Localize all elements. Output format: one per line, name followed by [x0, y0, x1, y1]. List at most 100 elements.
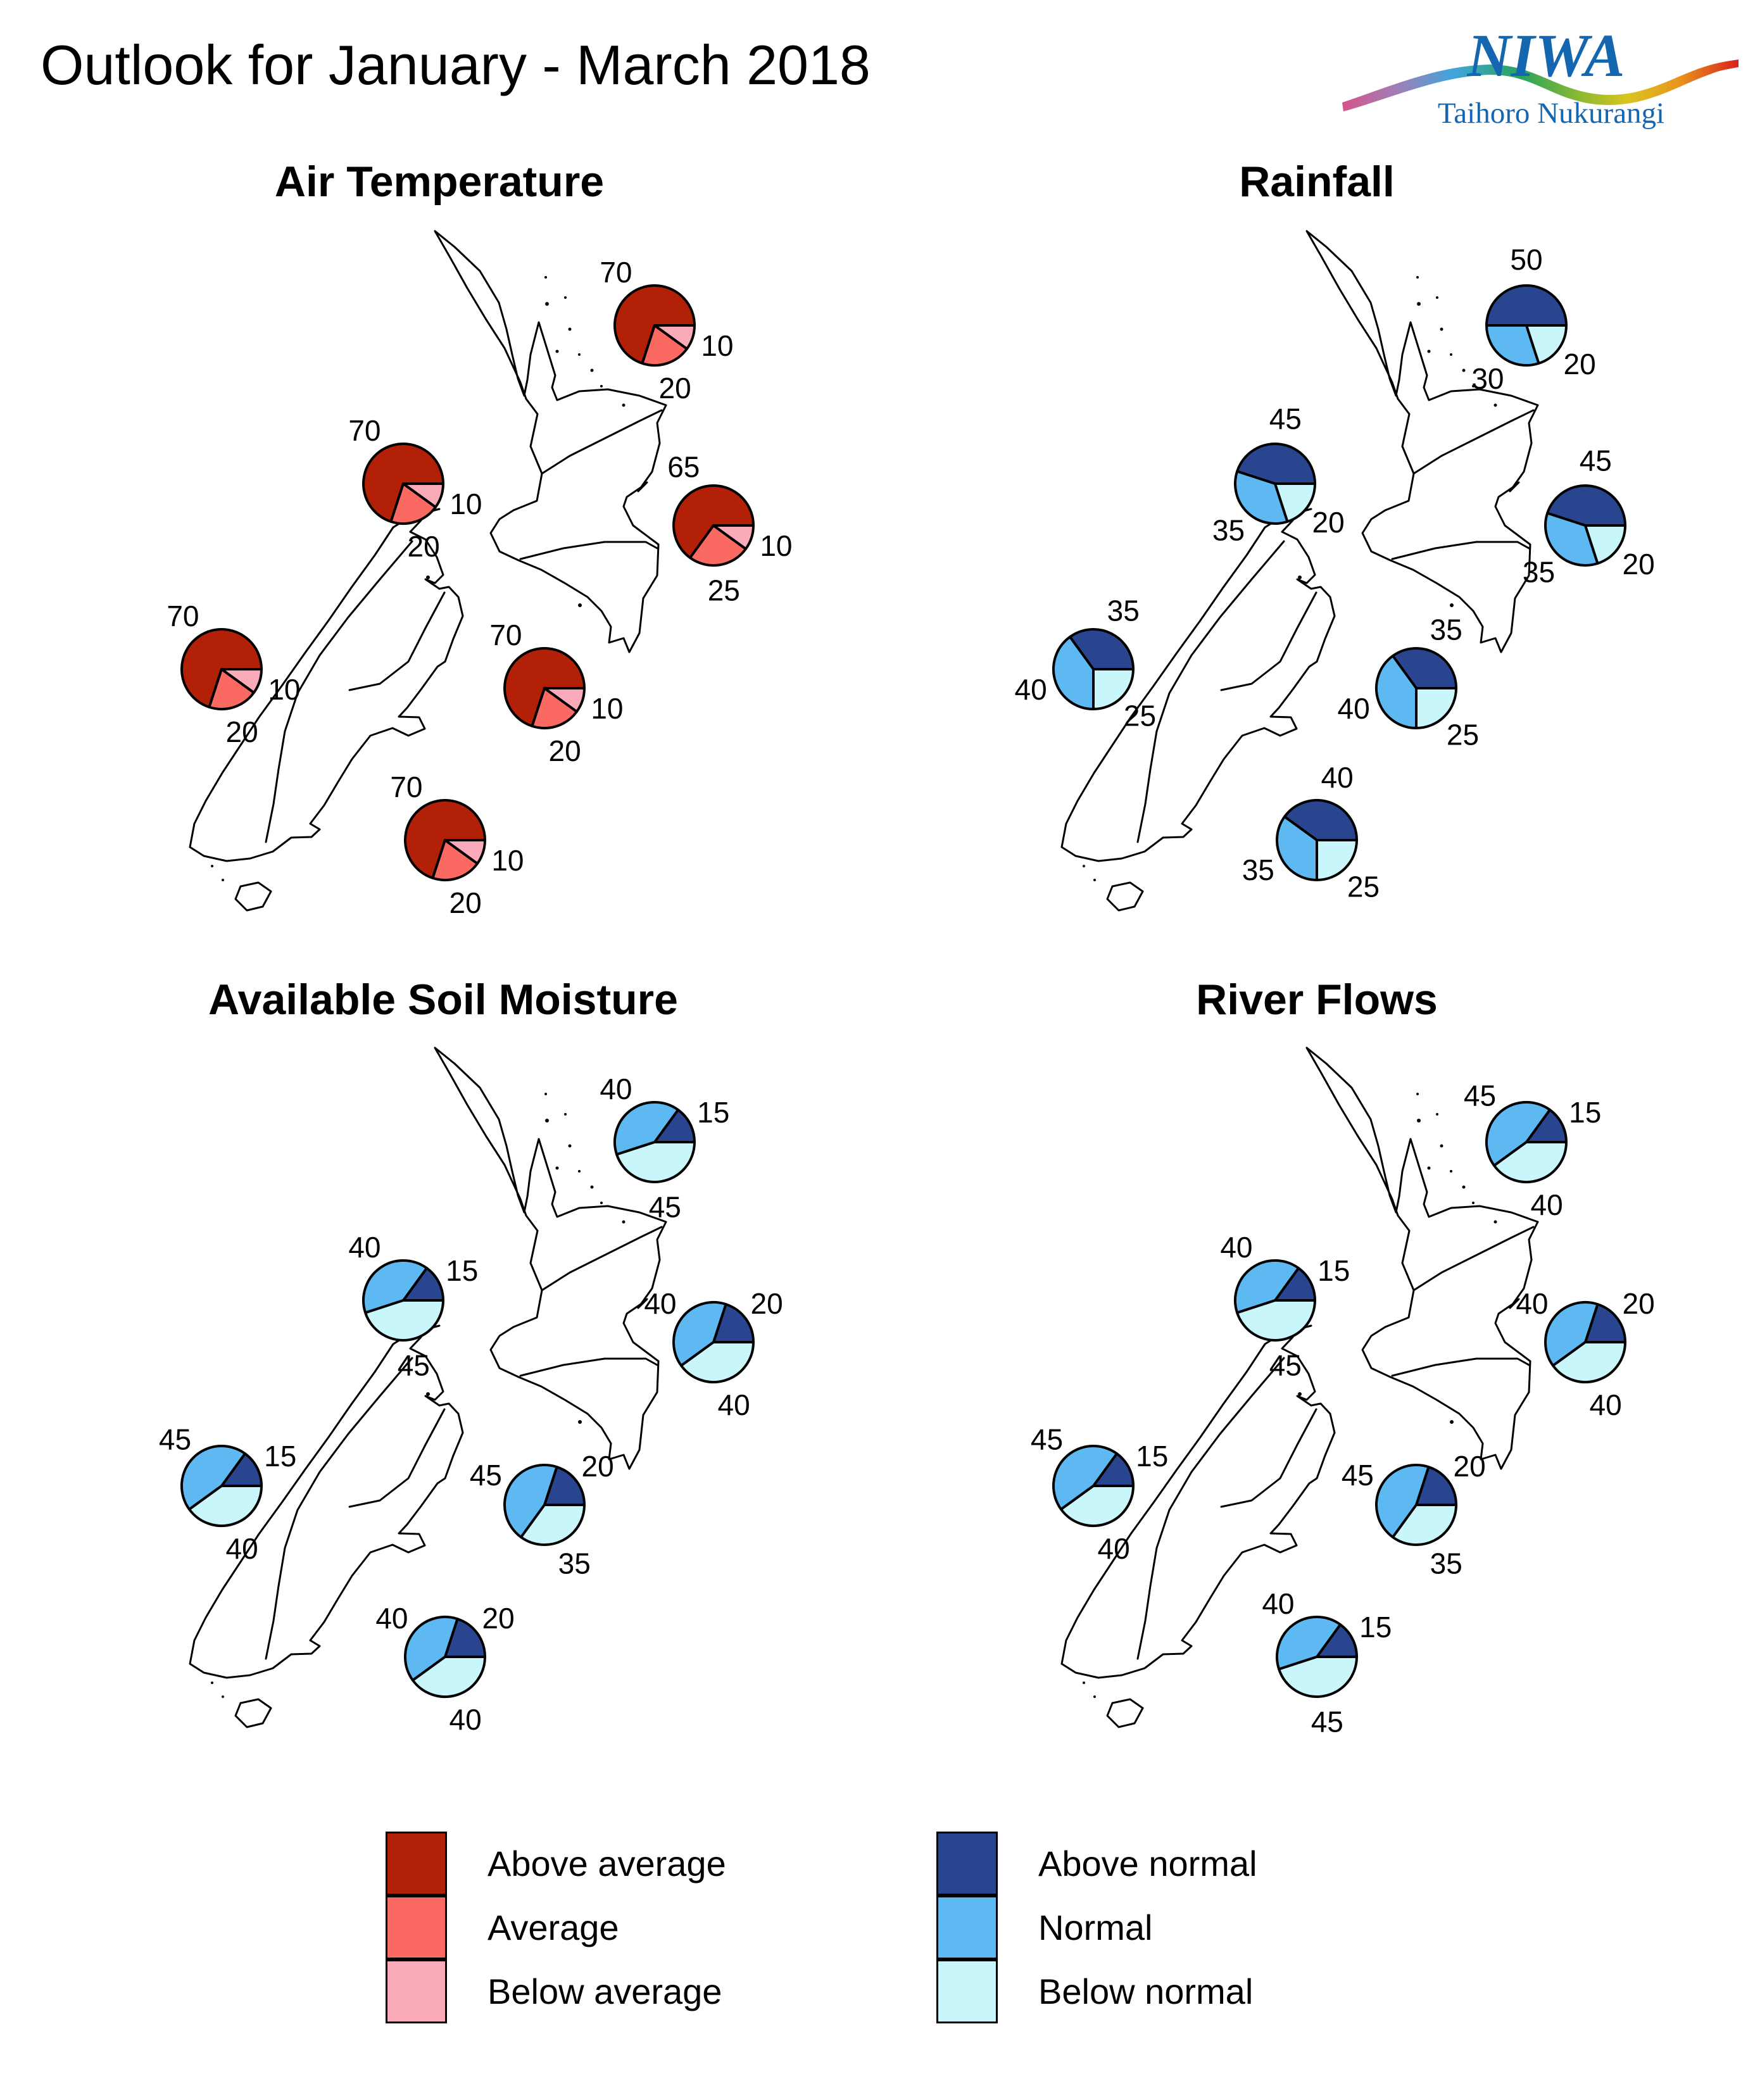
- pie-value-label: 40: [1220, 1231, 1252, 1264]
- pie-value-label: 40: [348, 1231, 380, 1264]
- pie-north: 15 45 40: [1464, 1079, 1601, 1221]
- pie-value-label: 40: [1262, 1587, 1294, 1620]
- region-boundary-line: [265, 1357, 413, 1660]
- stewart-island-outline: [234, 881, 272, 912]
- region-boundary-line: [519, 1357, 658, 1377]
- pie-value-label: 40: [375, 1602, 408, 1635]
- small-island-dot: [590, 368, 594, 372]
- legend-label: Below average: [487, 1971, 722, 2011]
- pie-slice-below-normal: [1236, 1299, 1316, 1342]
- pie-east_ni: 20 40 40: [1516, 1287, 1654, 1421]
- pie-slice-average: [689, 524, 747, 567]
- small-island-dot: [1298, 575, 1302, 579]
- pie-slice-normal: [180, 1444, 246, 1511]
- pie-value-label: 45: [649, 1191, 681, 1224]
- pie-value-label: 35: [558, 1547, 591, 1580]
- pie-value-label: 40: [226, 1532, 258, 1565]
- south-island-outline: [189, 1324, 464, 1679]
- map-panel-air-temperature: 70 20 10 70 20 10 65 25 10 70 20 10 70 20 10 70 20 10: [167, 230, 792, 919]
- pie-value-label: 15: [264, 1440, 296, 1473]
- panel-title-soil-moisture: Available Soil Moisture: [208, 976, 678, 1024]
- pie-slice-average: [641, 324, 688, 367]
- pie-value-label: 10: [268, 673, 300, 706]
- legend-swatch-below-normal: [936, 1959, 998, 2023]
- small-island-dot: [1093, 1695, 1096, 1698]
- small-island-dot: [211, 865, 213, 867]
- pie-slice-normal: [1234, 1259, 1300, 1314]
- pie-slice-average: [208, 668, 255, 710]
- pie-value-label: 40: [600, 1072, 632, 1105]
- pie-slice-normal: [613, 1100, 679, 1156]
- south-island-outline: [1060, 1324, 1336, 1679]
- small-island-dot: [1440, 327, 1443, 331]
- small-island-dot: [600, 1202, 603, 1204]
- pie-slice-above-normal: [1392, 646, 1457, 689]
- small-island-dot: [1493, 1220, 1497, 1224]
- small-island-dot: [1298, 1392, 1302, 1396]
- pie-value-label: 50: [1510, 243, 1542, 276]
- pie-value-label: 70: [489, 619, 522, 651]
- pie-value-label: 40: [1338, 692, 1370, 725]
- small-island-dot: [1093, 879, 1096, 881]
- page-title: Outlook for January - March 2018: [41, 34, 871, 96]
- pie-slice-above-normal: [1546, 484, 1626, 527]
- legend-temperature: Above average Average Below average: [386, 1832, 726, 2023]
- pie-slice-below-normal: [520, 1504, 586, 1547]
- small-island-dot: [222, 1695, 224, 1698]
- pie-slice-below-normal: [1316, 839, 1358, 881]
- pie-slice-below-normal: [1493, 1141, 1568, 1184]
- pie-value-label: 45: [398, 1349, 430, 1382]
- region-boundary-line: [348, 1408, 446, 1508]
- pie-value-label: 40: [1321, 761, 1354, 794]
- small-island-dot: [600, 385, 603, 387]
- pie-west_ni: 70 20 10: [348, 414, 482, 563]
- small-island-dot: [1416, 276, 1419, 279]
- pie-west_si: 15 45 40: [159, 1423, 296, 1565]
- pie-slice-normal: [1485, 1100, 1551, 1167]
- pie-value-label: 45: [1464, 1079, 1496, 1112]
- nz-map-outline: [189, 1047, 667, 1728]
- pie-value-label: 20: [450, 886, 482, 919]
- region-boundary-line: [1412, 1226, 1535, 1292]
- logo-wordmark: NIWA: [1467, 22, 1625, 89]
- small-island-dot: [1416, 1093, 1419, 1095]
- region-boundary-line: [1391, 1357, 1530, 1377]
- pie-east_ni: 45 35 20: [1523, 444, 1655, 588]
- legend-normal: Above normal Normal Below normal: [936, 1832, 1257, 2023]
- pie-east_ni: 65 25 10: [667, 450, 792, 607]
- pie-slice-below-normal: [615, 1141, 696, 1183]
- pie-south: 40 35 25: [1242, 761, 1380, 903]
- pie-value-label: 10: [760, 529, 792, 562]
- small-island-dot: [622, 403, 626, 407]
- region-boundary-line: [1412, 409, 1535, 475]
- pie-slice-above-normal: [1236, 443, 1316, 485]
- small-island-dot: [1427, 1166, 1431, 1170]
- small-island-dot: [222, 879, 224, 881]
- pie-value-label: 70: [600, 256, 632, 289]
- pie-west_ni: 45 35 20: [1212, 402, 1345, 546]
- pie-slice-below-normal: [1415, 687, 1457, 729]
- pie-south: 20 40 40: [375, 1602, 514, 1736]
- small-island-dot: [1462, 1185, 1466, 1189]
- pie-value-label: 40: [1516, 1287, 1548, 1320]
- pie-value-label: 15: [1136, 1440, 1168, 1473]
- south-island-outline: [189, 508, 464, 862]
- small-island-dot: [1450, 1420, 1454, 1424]
- pie-south: 15 40 45: [1262, 1587, 1392, 1738]
- legend-label: Average: [487, 1908, 619, 1947]
- pie-value-label: 15: [1569, 1096, 1601, 1129]
- pie-slice-below-average: [402, 482, 444, 508]
- small-island-dot: [1450, 603, 1454, 607]
- pie-value-label: 20: [751, 1287, 783, 1320]
- pie-value-label: 35: [1242, 853, 1274, 886]
- pie-value-label: 20: [549, 734, 581, 767]
- pie-slice-below-average: [653, 324, 696, 350]
- map-panel-rainfall: 50 30 20 45 35 20 45 35 20 35 40 25 35 40 25 40 35 25: [1015, 230, 1655, 912]
- legend-label: Normal: [1038, 1908, 1153, 1947]
- pie-value-label: 45: [159, 1423, 191, 1456]
- south-island-outline: [1060, 508, 1336, 862]
- small-island-dot: [545, 302, 549, 306]
- region-boundary-line: [348, 591, 446, 691]
- pie-slice-below-normal: [680, 1341, 755, 1384]
